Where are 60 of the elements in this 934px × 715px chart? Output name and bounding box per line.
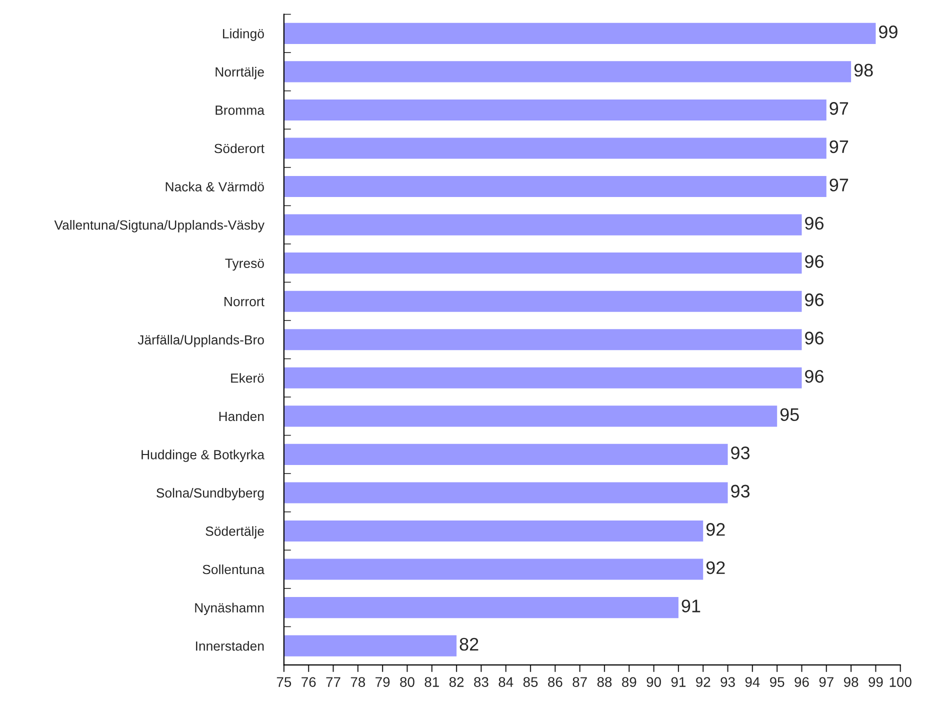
x-tick-label: 89 xyxy=(622,677,636,687)
data-label: 97 xyxy=(830,140,848,154)
data-label: 99 xyxy=(879,26,898,38)
data-label: 96 xyxy=(805,293,824,306)
x-tick-label: 96 xyxy=(794,677,809,687)
y-tick-label: Innerstaden xyxy=(196,641,264,651)
x-tick-label: 93 xyxy=(720,677,735,687)
y-tick-label: Handen xyxy=(219,411,264,422)
x-tick-label: 82 xyxy=(449,677,464,687)
x-tick-label: 95 xyxy=(770,677,784,687)
data-label: 98 xyxy=(854,64,873,77)
y-tick-label: Lidingö xyxy=(223,28,264,41)
data-label: 96 xyxy=(805,216,824,230)
x-tick-label: 83 xyxy=(474,677,488,687)
x-tick-label: 94 xyxy=(745,677,760,687)
y-tick-label: Norrort xyxy=(224,297,264,306)
data-label: 91 xyxy=(682,600,700,612)
y-tick-label: Ekerö xyxy=(231,373,264,383)
data-label: 92 xyxy=(706,561,725,574)
data-label: 92 xyxy=(706,523,725,536)
data-label: 93 xyxy=(731,446,750,460)
data-label: 96 xyxy=(805,370,824,383)
x-tick-label: 79 xyxy=(376,677,390,687)
data-label: 97 xyxy=(830,178,848,192)
x-tick-label: 80 xyxy=(400,677,414,687)
x-tick-label: 81 xyxy=(424,677,439,687)
x-tick-label: 92 xyxy=(696,677,710,687)
x-tick-label: 75 xyxy=(276,677,292,687)
data-label: 96 xyxy=(805,332,824,344)
x-tick-label: 99 xyxy=(868,677,883,687)
y-tick-label: Nacka & Värmdö xyxy=(166,182,264,192)
x-tick-label: 84 xyxy=(498,677,514,687)
y-tick-label: Tyresö xyxy=(225,258,264,271)
x-tick-label: 78 xyxy=(350,677,366,687)
x-tick-label: 91 xyxy=(671,677,686,687)
data-label: 97 xyxy=(830,102,848,115)
x-tick-label: 76 xyxy=(302,677,316,687)
x-tick-label: 77 xyxy=(326,677,340,687)
x-tick-label: 90 xyxy=(646,677,661,687)
data-label: 82 xyxy=(460,638,478,651)
x-tick-label: 100 xyxy=(890,677,912,687)
data-label: 96 xyxy=(805,255,824,268)
x-tick-label: 86 xyxy=(548,677,562,687)
y-tick-label: Huddinge & Botkyrka xyxy=(142,450,264,462)
x-tick-label: 85 xyxy=(523,677,538,687)
y-tick-label: Solna/Sundbyberg xyxy=(156,488,264,500)
y-tick-label: Södertälje xyxy=(206,526,264,539)
y-tick-label: Bromma xyxy=(216,106,264,115)
x-tick-label: 98 xyxy=(844,677,858,687)
y-tick-label: Sollentuna xyxy=(202,564,264,574)
x-tick-label: 87 xyxy=(572,677,587,687)
y-tick-label: Norrtälje xyxy=(216,66,264,80)
x-tick-label: 97 xyxy=(819,677,834,687)
data-label: 93 xyxy=(731,484,750,498)
y-tick-label: Söderort xyxy=(214,143,264,154)
y-tick-label: Järfälla/Upplands-Bro xyxy=(138,334,264,348)
y-tick-label: Vallentuna/Sigtuna/Upplands-Väsby xyxy=(54,220,264,232)
x-tick-label: 88 xyxy=(597,677,612,687)
data-label: 95 xyxy=(780,408,799,422)
y-tick-label: Nynäshamn xyxy=(195,602,264,616)
